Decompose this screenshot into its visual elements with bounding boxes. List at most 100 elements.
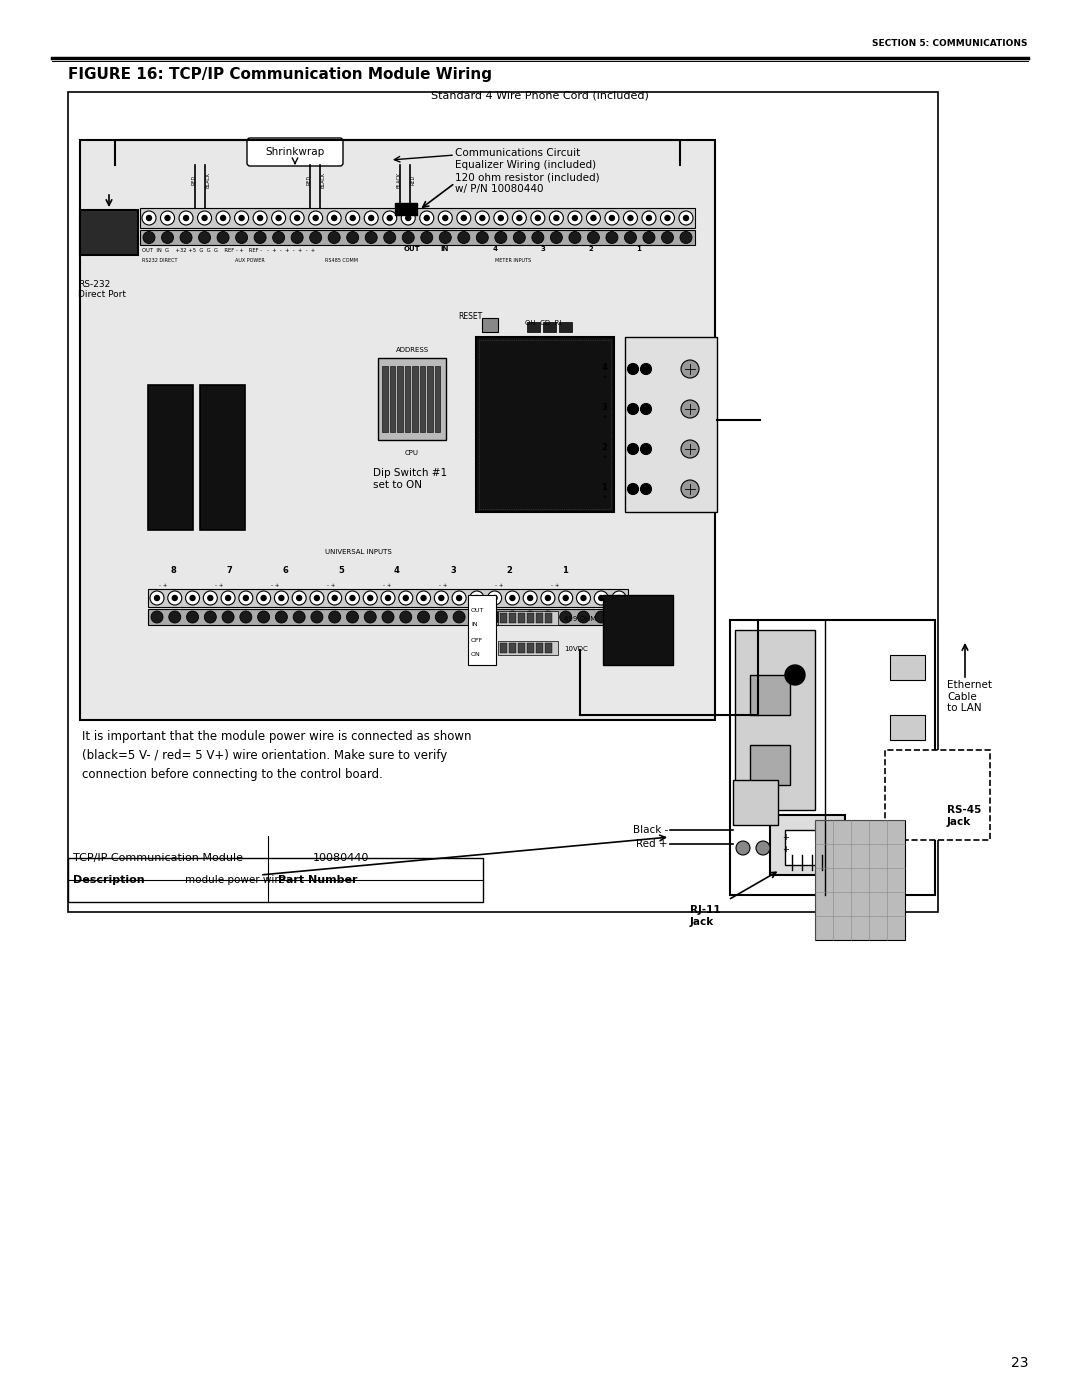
Circle shape [756,841,770,855]
Bar [378,358,446,440]
Bar [68,92,939,912]
Circle shape [586,211,600,225]
Bar [498,641,558,655]
Circle shape [475,211,489,225]
Circle shape [588,232,599,243]
Circle shape [617,595,621,601]
Circle shape [559,610,571,623]
Text: 6: 6 [282,566,288,576]
Text: CPU: CPU [405,450,419,455]
Circle shape [577,591,591,605]
Circle shape [258,610,270,623]
Circle shape [350,215,355,221]
Text: RED: RED [307,175,311,186]
Circle shape [180,232,192,243]
Text: RS485 COMM: RS485 COMM [325,258,357,263]
Circle shape [310,591,324,605]
Bar [500,613,507,623]
Circle shape [199,232,211,243]
Bar [536,613,543,623]
Text: 1: 1 [636,246,642,251]
Bar [545,613,552,623]
Circle shape [420,211,434,225]
Circle shape [364,211,378,225]
Text: +: + [602,454,607,460]
Bar [148,386,193,529]
Bar [785,830,831,865]
Text: Black -: Black - [633,826,669,835]
Text: Standard 4 Wire Phone Cord (included): Standard 4 Wire Phone Cord (included) [431,89,649,101]
Circle shape [627,483,638,495]
Circle shape [141,211,156,225]
Circle shape [186,591,200,605]
Circle shape [297,595,301,601]
Bar [200,386,245,529]
Bar [427,366,432,432]
Circle shape [239,591,253,605]
Text: OUT: OUT [471,609,484,613]
Circle shape [471,610,483,623]
Circle shape [333,595,337,601]
Circle shape [179,211,193,225]
Circle shape [235,232,247,243]
Text: IN: IN [441,246,449,251]
Text: 4: 4 [492,246,498,251]
Circle shape [382,211,396,225]
Bar [68,858,483,902]
Bar [509,643,516,652]
Text: 4: 4 [394,566,400,576]
Circle shape [595,610,607,623]
Text: 10VDC: 10VDC [564,645,588,652]
Bar [750,745,789,785]
Text: 120 ohm resistor (included)
w/ P/N 10080440: 120 ohm resistor (included) w/ P/N 10080… [455,172,599,194]
Text: - +: - + [438,583,447,588]
Circle shape [640,404,651,415]
Bar [527,613,534,623]
Text: 2: 2 [602,443,607,451]
Circle shape [363,591,377,605]
Circle shape [207,595,213,601]
Text: AUX POWER: AUX POWER [235,258,265,263]
Bar [885,750,990,840]
Circle shape [679,211,693,225]
Text: 8: 8 [171,566,176,576]
Circle shape [578,610,590,623]
Bar [80,210,138,256]
Text: 499 OHM: 499 OHM [564,616,596,622]
Circle shape [204,610,216,623]
Circle shape [480,215,485,221]
Text: module power wire: module power wire [185,875,285,886]
Bar [730,620,935,895]
Text: - +: - + [495,583,503,588]
Text: 3: 3 [541,246,545,251]
Circle shape [558,591,572,605]
Circle shape [167,591,181,605]
Circle shape [488,610,501,623]
Circle shape [438,595,444,601]
Circle shape [627,443,638,454]
Circle shape [150,591,164,605]
Text: It is important that the module power wire is connected as shown
(black=5 V- / r: It is important that the module power wi… [82,731,472,781]
Circle shape [643,232,654,243]
Circle shape [293,610,306,623]
Circle shape [457,211,471,225]
Circle shape [173,595,177,601]
Circle shape [367,595,373,601]
Circle shape [785,665,805,685]
Bar [468,595,496,665]
Circle shape [640,443,651,454]
Bar [625,337,717,511]
Bar [148,609,627,624]
Circle shape [418,610,430,623]
Circle shape [523,591,537,605]
Circle shape [328,232,340,243]
Text: 3: 3 [602,402,607,412]
Bar [411,366,418,432]
Circle shape [569,232,581,243]
Text: RED: RED [410,175,416,186]
Text: Dip Switch #1
set to ON: Dip Switch #1 set to ON [373,468,447,489]
Circle shape [292,232,303,243]
Bar [419,366,426,432]
Circle shape [507,610,518,623]
Text: +: + [602,495,607,500]
